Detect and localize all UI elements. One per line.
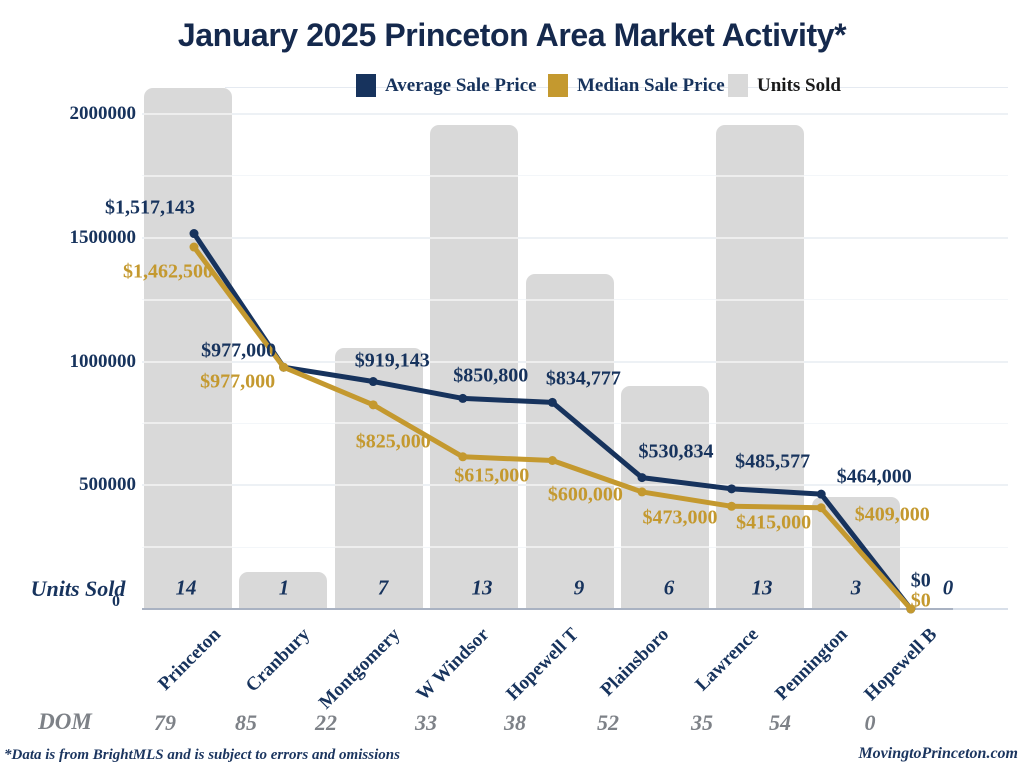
chart-title: January 2025 Princeton Area Market Activ… <box>177 17 847 53</box>
footnote-website: MovingtoPrinceton.com <box>858 745 1018 762</box>
dom-value-Hopewell B: 0 <box>864 710 876 735</box>
dom-value-Cranbury: 85 <box>235 710 257 735</box>
average-price-label-Princeton: $1,517,143 <box>105 196 195 218</box>
average-price-label-Pennington: $464,000 <box>836 465 912 488</box>
median-point-Plainsboro <box>637 487 647 497</box>
average-price-label-W Windsor: $850,800 <box>453 364 529 387</box>
median-price-label-Montgomery: $825,000 <box>355 430 431 453</box>
average-point-W Windsor <box>458 393 468 403</box>
gridline-overlay <box>142 298 1008 301</box>
units-sold-value-Montgomery: 7 <box>377 575 389 600</box>
median-point-Lawrence <box>727 501 737 511</box>
top-gridline <box>225 87 1008 88</box>
median-point-Hopewell B <box>906 604 916 614</box>
median-point-Princeton <box>189 242 199 252</box>
legend-swatch-median-icon <box>548 74 568 97</box>
legend-label-median: Median Sale Price <box>577 74 725 96</box>
average-price-label-Hopewell B: $0 <box>910 569 931 592</box>
median-price-label-Hopewell T: $600,000 <box>547 483 623 505</box>
median-price-label-Pennington: $409,000 <box>854 503 930 526</box>
median-point-Pennington <box>816 503 826 513</box>
units-sold-row-label: Units Sold <box>30 576 126 601</box>
units-sold-bar-Cranbury <box>239 571 328 609</box>
units-sold-value-Lawrence: 13 <box>751 575 773 600</box>
median-point-Cranbury <box>279 362 289 372</box>
units-sold-bar-Montgomery <box>334 348 423 609</box>
y-axis-tick-2000000: 2000000 <box>69 103 137 124</box>
y-axis-tick-1000000: 1000000 <box>69 350 137 372</box>
dom-value-W Windsor: 33 <box>415 710 437 735</box>
y-axis-tick-500000: 500000 <box>79 474 136 496</box>
gridline-overlay <box>142 174 1008 177</box>
units-sold-value-Pennington: 3 <box>850 575 862 600</box>
footnote-disclaimer: *Data is from BrightMLS and is subject t… <box>4 747 400 763</box>
average-price-label-Lawrence: $485,577 <box>735 450 811 473</box>
dom-value-Montgomery: 22 <box>315 710 337 735</box>
median-point-W Windsor <box>458 452 468 462</box>
dom-value-Princeton: 79 <box>154 710 176 735</box>
median-price-label-Plainsboro: $473,000 <box>642 506 718 529</box>
legend-swatch-units-icon <box>728 74 748 97</box>
median-price-label-Hopewell B: $0 <box>910 589 931 612</box>
average-point-Hopewell T <box>547 397 557 407</box>
units-sold-bar-W Windsor <box>430 124 519 609</box>
gridline-overlay <box>142 360 1008 363</box>
units-sold-value-Princeton: 14 <box>175 575 197 600</box>
dom-value-Hopewell T: 38 <box>504 710 526 735</box>
legend-item-average-sale-price: Average Sale Price <box>356 74 537 97</box>
median-point-Hopewell T <box>547 456 557 465</box>
median-sale-price-line <box>191 245 913 611</box>
gridline-overlay <box>142 113 1008 115</box>
units-sold-bar-Princeton <box>144 87 232 609</box>
gridline-overlay <box>142 546 1008 549</box>
units-sold-bar-Lawrence <box>716 124 805 609</box>
median-point-Montgomery <box>368 400 378 410</box>
legend-label-average: Average Sale Price <box>385 74 537 96</box>
gridline-overlay <box>142 484 1008 487</box>
dom-value-Pennington: 54 <box>769 710 791 735</box>
units-sold-value-W Windsor: 13 <box>471 575 493 600</box>
average-point-Princeton <box>189 229 199 239</box>
y-axis-tick-1500000: 1500000 <box>69 226 137 248</box>
median-price-label-Cranbury: $977,000 <box>200 370 276 393</box>
average-price-label-Plainsboro: $530,834 <box>638 440 714 463</box>
average-point-Montgomery <box>368 377 378 387</box>
average-point-Lawrence <box>727 484 737 494</box>
legend-label-units: Units Sold <box>757 74 841 96</box>
average-point-Plainsboro <box>637 473 647 483</box>
median-price-label-Princeton: $1,462,500 <box>123 260 213 283</box>
units-sold-value-Plainsboro: 6 <box>663 575 675 600</box>
y-axis-tick-0: 0 <box>112 593 120 610</box>
units-sold-value-Cranbury: 1 <box>278 575 290 600</box>
legend-item-median-sale-price: Median Sale Price <box>548 74 725 97</box>
median-price-label-W Windsor: $615,000 <box>454 464 530 487</box>
average-price-label-Montgomery: $919,143 <box>354 349 430 371</box>
dom-value-Plainsboro: 52 <box>597 710 619 735</box>
gridline-overlay <box>142 236 1008 239</box>
units-sold-value-Hopewell T: 9 <box>573 575 585 600</box>
dom-value-Lawrence: 35 <box>691 710 713 735</box>
average-price-label-Cranbury: $977,000 <box>201 339 277 362</box>
average-sale-price-line <box>191 232 913 611</box>
average-price-label-Hopewell T: $834,777 <box>545 367 621 390</box>
x-axis-line <box>142 608 953 610</box>
legend-swatch-average-icon <box>356 74 376 97</box>
median-price-label-Lawrence: $415,000 <box>736 511 812 534</box>
units-sold-value-Hopewell B: 0 <box>942 575 954 600</box>
legend-item-units-sold: Units Sold <box>728 74 841 97</box>
dom-row-label: DOM <box>38 709 92 734</box>
average-point-Pennington <box>816 489 826 499</box>
